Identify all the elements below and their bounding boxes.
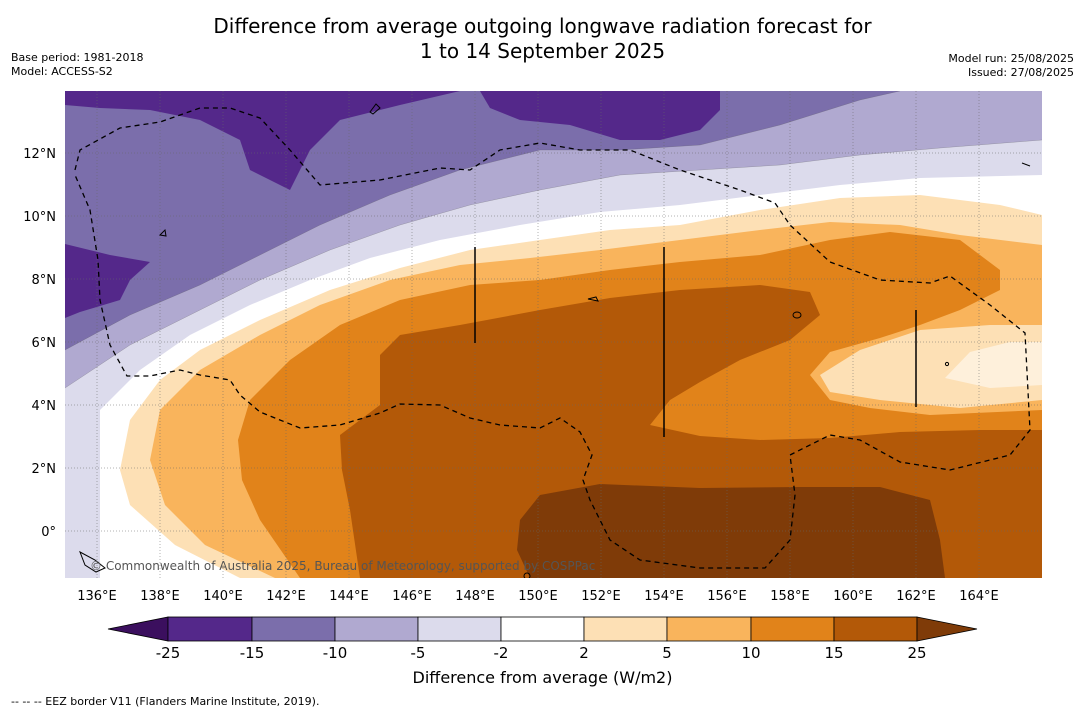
lon-label: 158°E [770, 589, 810, 604]
colorbar-label: Difference from average (W/m2) [412, 668, 673, 687]
lat-axis: 12°N 10°N 8°N 6°N 4°N 2°N 0° [23, 147, 56, 540]
colorbar-segment [417, 616, 502, 642]
colorbar-segment [833, 616, 918, 642]
issued-date: Issued: 27/08/2025 [967, 66, 1074, 79]
lon-axis: 136°E 138°E 140°E 142°E 144°E 146°E 148°… [77, 589, 999, 604]
lon-label: 138°E [140, 589, 180, 604]
colorbar-extend-high [916, 616, 978, 642]
band-2-5-east [820, 325, 1042, 408]
lat-label: 2°N [32, 462, 57, 477]
colorbar-segment [334, 616, 419, 642]
colorbar-segment [251, 616, 336, 642]
colorbar-tick: -2 [494, 644, 509, 662]
meta-left: Base period: 1981-2018 Model: ACCESS-S2 [11, 51, 143, 79]
colorbar-tick: -5 [411, 644, 426, 662]
lat-label: 8°N [32, 273, 57, 288]
band-outlines [65, 91, 1042, 389]
meta-right: Model run: 25/08/2025 Issued: 27/08/2025 [948, 52, 1074, 80]
lon-label: 140°E [203, 589, 243, 604]
title-line-1: Difference from average outgoing longwav… [213, 14, 872, 38]
lat-label: 6°N [32, 336, 57, 351]
band-neg25-neg15-north2 [480, 91, 720, 140]
lon-label: 144°E [329, 589, 369, 604]
model-run: Model run: 25/08/2025 [948, 52, 1074, 65]
lon-label: 142°E [266, 589, 306, 604]
copyright-notice: © Commonwealth of Australia 2025, Bureau… [90, 559, 595, 573]
lat-label: 10°N [23, 210, 56, 225]
base-period: Base period: 1981-2018 [11, 51, 144, 64]
lat-label: 4°N [32, 399, 57, 414]
colorbar-segment [750, 616, 835, 642]
colorbar-segment [583, 616, 668, 642]
lon-label: 156°E [707, 589, 747, 604]
colorbar-ticks: -25 -15 -10 -5 -2 2 5 10 15 25 [156, 644, 927, 662]
lon-label: 150°E [518, 589, 558, 604]
lon-label: 148°E [455, 589, 495, 604]
model-name: Model: ACCESS-S2 [11, 65, 113, 78]
colorbar-segment [500, 616, 585, 642]
lon-label: 154°E [644, 589, 684, 604]
lon-label: 164°E [959, 589, 999, 604]
colorbar-tick: 25 [907, 644, 926, 662]
colorbar-tick: 15 [824, 644, 843, 662]
colorbar-tick: -10 [323, 644, 348, 662]
colorbar-tick: 2 [579, 644, 589, 662]
band-2-5-east-inner [945, 342, 1042, 388]
lon-label: 162°E [896, 589, 936, 604]
lon-label: 160°E [833, 589, 873, 604]
title-line-2: 1 to 14 September 2025 [419, 39, 666, 63]
eez-border [74, 107, 1031, 569]
colorbar-tick: 10 [741, 644, 760, 662]
map-fill-layers: © Commonwealth of Australia 2025, Bureau… [65, 91, 1042, 578]
colorbar-segment [167, 616, 253, 642]
colorbar-tick: -15 [240, 644, 265, 662]
eez-footnote: -- -- -- EEZ border V11 (Flanders Marine… [11, 695, 320, 708]
lon-label: 146°E [392, 589, 432, 604]
colorbar-extend-low [107, 616, 169, 642]
band-neg25-neg15-west [65, 244, 150, 318]
lon-label: 152°E [581, 589, 621, 604]
island-outlines [79, 103, 1031, 578]
lat-label: 12°N [23, 147, 56, 162]
lon-label: 136°E [77, 589, 117, 604]
colorbar-segment [666, 616, 752, 642]
chart-title: Difference from average outgoing longwav… [0, 14, 1085, 64]
colorbar-tick: -25 [156, 644, 181, 662]
band-neg25-neg15-north [65, 91, 460, 190]
lat-label: 0° [41, 525, 56, 540]
colorbar-tick: 5 [662, 644, 672, 662]
